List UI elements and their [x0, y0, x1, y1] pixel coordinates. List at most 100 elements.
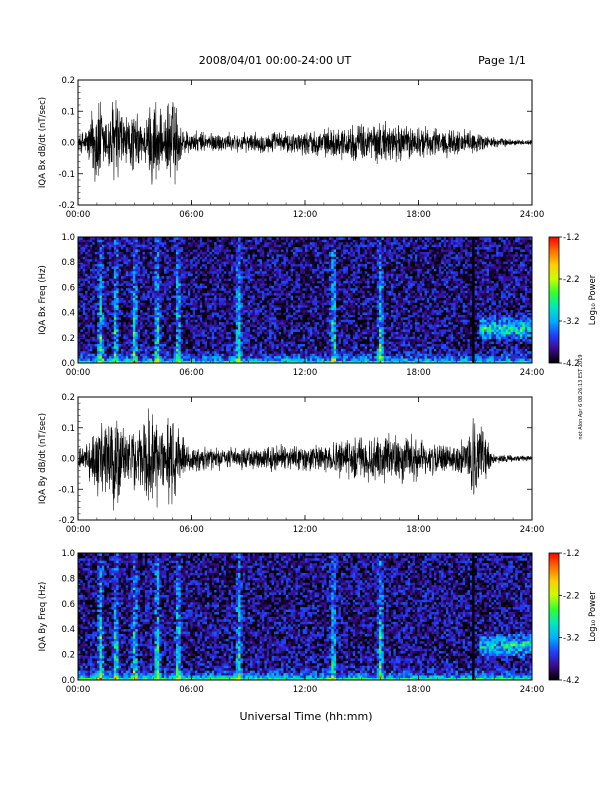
spectrogram-cell [278, 336, 282, 340]
spectrogram-cell [132, 287, 136, 291]
spectrogram-cell [135, 348, 139, 352]
spectrogram-cell [238, 326, 241, 330]
spectrogram-cell [121, 329, 124, 332]
spectrogram-cell [92, 353, 96, 357]
spectrogram-cell [80, 261, 84, 265]
spectrogram-cell [101, 336, 105, 340]
spectrogram-cell [171, 333, 174, 337]
spectrogram-cell [285, 312, 289, 315]
spectrogram-cell [293, 280, 296, 284]
spectrogram-cell [118, 249, 122, 252]
spectrogram-cell [99, 280, 103, 284]
spectrogram-cell [142, 331, 146, 335]
spectrogram-cell [164, 285, 167, 289]
spectrogram-cell [271, 329, 275, 332]
spectrogram-cell [197, 253, 201, 257]
x-tick-label: 00:00 [66, 210, 91, 220]
spectrogram-cell [297, 239, 301, 243]
spectrogram-cell [113, 348, 117, 352]
spectrogram-cell [192, 338, 196, 342]
spectrogram-cell [226, 355, 229, 359]
spectrogram-cell [92, 297, 96, 301]
spectrogram-cell [121, 287, 124, 291]
spectrogram-cell [92, 287, 96, 291]
spectrogram-cell [85, 302, 88, 306]
spectrogram-cell [111, 358, 115, 361]
spectrogram-cell [125, 348, 129, 352]
spectrogram-cell [111, 268, 115, 272]
spectrogram-cell [216, 338, 220, 342]
spectrogram-cell [144, 300, 148, 303]
spectrogram-cell [78, 290, 81, 294]
spectrogram-cell [276, 246, 280, 250]
spectrogram-cell [285, 280, 289, 284]
spectrogram-cell [233, 336, 237, 340]
spectrogram-cell [235, 287, 239, 291]
spectrogram-cell [247, 273, 251, 277]
spectrogram-cell [300, 253, 304, 257]
spectrogram-cell [159, 358, 163, 361]
spectrogram-cell [180, 268, 184, 272]
spectrogram-cell [281, 273, 284, 277]
spectrogram-cell [97, 348, 100, 352]
spectrogram-cell [247, 360, 251, 364]
spectrogram-cell [175, 290, 179, 294]
spectrogram-cell [259, 316, 263, 320]
spectrogram-cell [278, 348, 282, 352]
spectrogram-cell [266, 297, 270, 301]
spectrogram-cell [137, 239, 141, 243]
y-tick-label: -0.1 [58, 170, 75, 180]
spectrogram-cell [156, 295, 160, 298]
spectrogram-cell [254, 241, 258, 245]
spectrogram-cell [92, 244, 96, 248]
spectrogram-cell [111, 237, 115, 240]
spectrogram-cell [204, 287, 208, 291]
spectrogram-cell [216, 266, 220, 269]
spectrogram-cell [159, 341, 163, 345]
spectrogram-cell [240, 348, 244, 352]
spectrogram-cell [192, 292, 196, 296]
spectrogram-cell [113, 295, 117, 298]
spectrogram-cell [159, 261, 163, 265]
spectrogram-cell [128, 256, 131, 260]
spectrogram-cell [180, 316, 184, 320]
spectrogram-cell [130, 321, 134, 325]
spectrogram-cell [192, 270, 196, 274]
spectrogram-cell [264, 355, 268, 359]
spectrogram-cell [216, 360, 220, 364]
spectrogram-cell [130, 290, 134, 294]
spectrogram-cell [187, 309, 191, 313]
spectrogram-cell [166, 266, 170, 269]
spectrogram-cell [130, 292, 134, 296]
spectrogram-cell [207, 348, 210, 352]
spectrogram-cell [109, 300, 112, 303]
spectrogram-cell [173, 287, 177, 291]
spectrogram-cell [240, 249, 244, 252]
spectrogram-cell [207, 333, 210, 337]
spectrogram-cell [121, 253, 124, 257]
spectrogram-cell [154, 273, 158, 277]
spectrogram-cell [254, 336, 258, 340]
spectrogram-cell [290, 353, 294, 357]
spectrogram-cell [199, 251, 203, 255]
spectrogram-cell [125, 273, 129, 277]
spectrogram-cell [290, 278, 294, 282]
spectrogram-cell [290, 253, 294, 257]
spectrogram-cell [290, 316, 294, 320]
spectrogram-cell [221, 309, 225, 313]
spectrogram-cell [235, 358, 239, 361]
spectrogram-cell [226, 309, 229, 313]
spectrogram-cell [250, 307, 253, 311]
spectrogram-cell [175, 314, 179, 318]
spectrogram-cell [218, 341, 222, 345]
spectrogram-cell [278, 360, 282, 364]
spectrogram-cell [187, 295, 191, 298]
spectrogram-cell [92, 331, 96, 335]
spectrogram-cell [264, 333, 268, 337]
spectrogram-cell [87, 338, 91, 342]
spectrogram-cell [250, 290, 253, 294]
spectrogram-cell [300, 241, 304, 245]
spectrogram-cell [128, 314, 131, 318]
spectrogram-cell [97, 297, 100, 301]
spectrogram-cell [230, 336, 234, 340]
